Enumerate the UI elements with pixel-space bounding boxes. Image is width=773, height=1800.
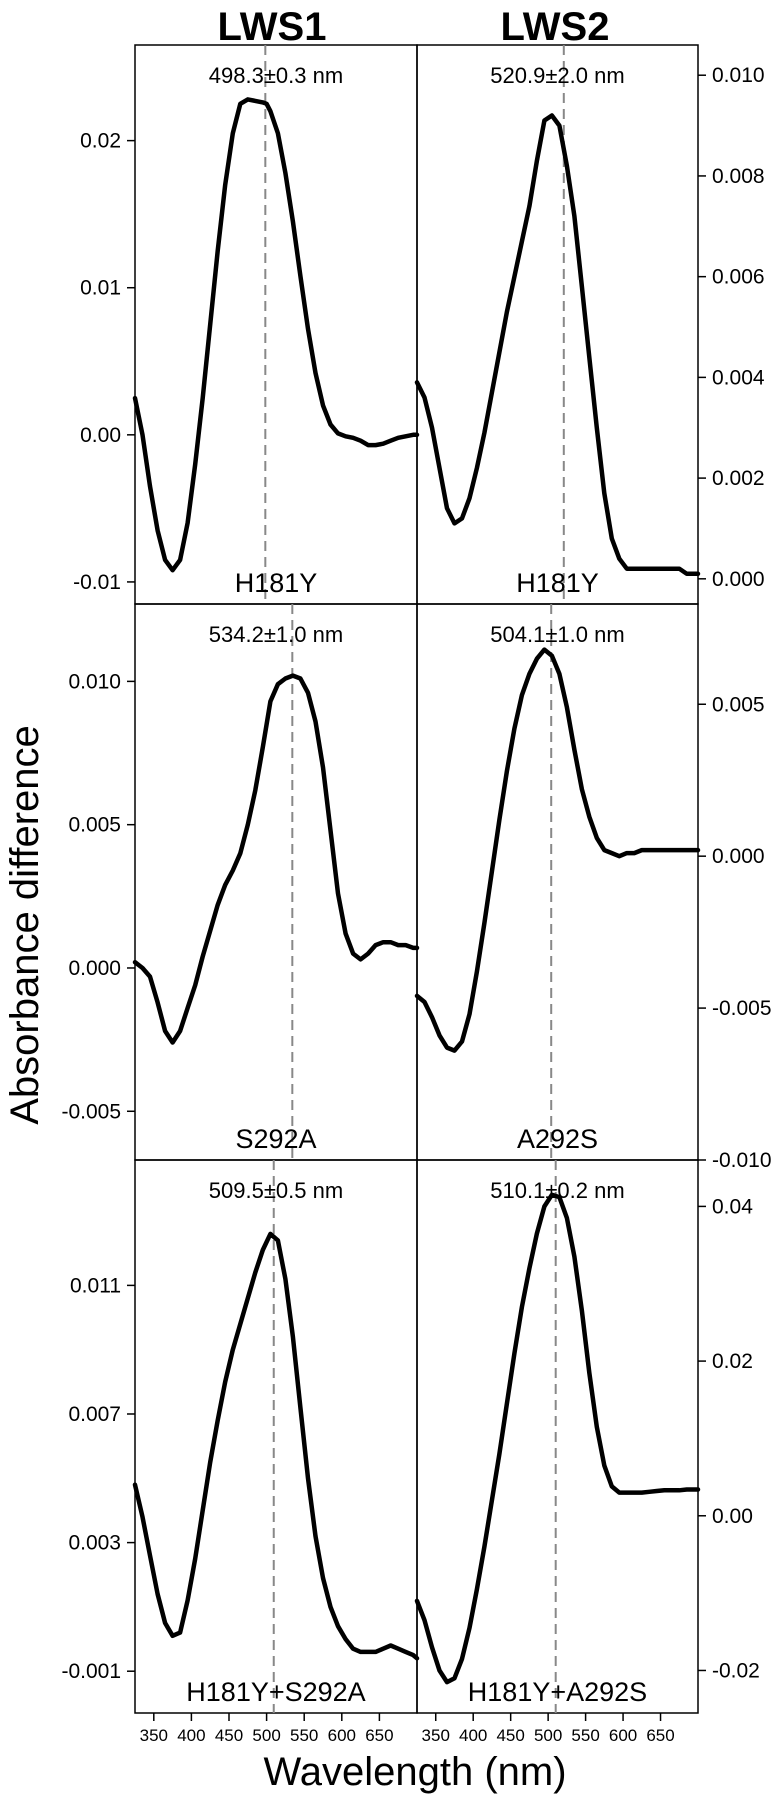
y-tick-label: 0.002 — [712, 467, 765, 490]
x-tick-label: 550 — [571, 1726, 599, 1745]
y-axis-title: Absorbance difference — [3, 725, 47, 1125]
panel-frame — [134, 1159, 418, 1714]
peak-wavelength-label: 520.9±2.0 nm — [490, 63, 624, 88]
x-tick-label: 450 — [496, 1726, 524, 1745]
y-tick-label: 0.007 — [68, 1403, 121, 1426]
y-tick-label: 0.005 — [68, 814, 121, 837]
y-tick-label: 0.00 — [712, 1505, 753, 1528]
y-tick-label: 0.000 — [68, 957, 121, 980]
y-tick-label: -0.005 — [61, 1100, 121, 1123]
y-tick-label: 0.02 — [80, 130, 121, 153]
absorbance-curve — [414, 113, 701, 577]
absorbance-curve — [132, 97, 420, 573]
y-tick-label: 0.004 — [712, 366, 765, 389]
mutant-label: H181Y — [235, 568, 318, 598]
panel-1-0: -0.005 0.000 0.005 0.010 534.2±1.0 nm S292A — [61, 603, 420, 1161]
x-tick-label: 500 — [534, 1726, 562, 1745]
y-tick-label: 0.006 — [712, 266, 765, 289]
y-tick-label: -0.010 — [712, 1149, 772, 1172]
panel-2-0: -0.001 0.003 0.007 0.011 509.5±0.5 nm H181Y+S… — [61, 1159, 420, 1745]
x-tick-label: 400 — [459, 1726, 487, 1745]
mutant-label: S292A — [235, 1124, 316, 1154]
x-axis-title: Wavelength (nm) — [263, 1750, 566, 1794]
y-tick-label: -0.01 — [73, 571, 121, 594]
x-tick-label: 550 — [290, 1726, 318, 1745]
x-tick-label: 350 — [140, 1726, 168, 1745]
mutant-label: H181Y+S292A — [186, 1677, 365, 1707]
panel-0-0: -0.01 0.00 0.01 0.02 498.3±0.3 nm H181Y — [73, 44, 420, 605]
y-tick-label: -0.02 — [712, 1659, 760, 1682]
y-tick-label: 0.011 — [70, 1274, 121, 1297]
x-tick-label: 600 — [609, 1726, 637, 1745]
panel-frame — [416, 603, 699, 1161]
mutant-label: H181Y+A292S — [468, 1677, 647, 1707]
column-title-lws1: LWS1 — [218, 5, 327, 49]
x-tick-label: 600 — [328, 1726, 356, 1745]
absorbance-curve — [414, 647, 701, 1053]
panel-frame — [416, 1159, 699, 1714]
x-tick-label: 650 — [365, 1726, 393, 1745]
x-tick-label: 450 — [215, 1726, 243, 1745]
y-tick-label: 0.000 — [712, 845, 765, 868]
x-tick-label: 350 — [422, 1726, 450, 1745]
x-tick-label: 500 — [252, 1726, 280, 1745]
panel-1-1: -0.010 -0.005 0.000 0.005 504.1±1.0 nm A292S — [414, 603, 772, 1172]
absorbance-curve — [414, 1192, 701, 1685]
absorbance-curve — [132, 1231, 420, 1661]
y-tick-label: 0.02 — [712, 1350, 753, 1373]
y-tick-label: 0.010 — [68, 670, 121, 693]
column-title-lws2: LWS2 — [501, 5, 610, 49]
x-tick-label: 400 — [177, 1726, 205, 1745]
y-tick-label: 0.04 — [712, 1195, 753, 1218]
y-tick-label: 0.003 — [68, 1532, 121, 1555]
y-tick-label: 0.008 — [712, 165, 765, 188]
y-tick-label: 0.01 — [80, 277, 121, 300]
y-tick-label: 0.00 — [80, 424, 121, 447]
panel-0-1: 0.000 0.002 0.004 0.006 0.008 0.010 520.9±2.0 … — [414, 44, 765, 605]
y-tick-label: 0.010 — [712, 64, 765, 87]
peak-wavelength-label: 509.5±0.5 nm — [209, 1178, 343, 1203]
absorbance-curve — [132, 673, 420, 1045]
y-tick-label: -0.001 — [61, 1660, 121, 1683]
y-tick-label: 0.005 — [712, 693, 765, 716]
peak-wavelength-label: 498.3±0.3 nm — [209, 63, 343, 88]
peak-wavelength-label: 510.1±0.2 nm — [490, 1178, 624, 1203]
panel-2-1: -0.02 0.00 0.02 0.04 510.1±0.2 nm H181Y+A292S… — [414, 1159, 760, 1745]
peak-wavelength-label: 534.2±1.0 nm — [209, 622, 343, 647]
mutant-label: A292S — [517, 1124, 598, 1154]
x-tick-label: 650 — [646, 1726, 674, 1745]
y-tick-label: -0.005 — [712, 997, 772, 1020]
peak-wavelength-label: 504.1±1.0 nm — [490, 622, 624, 647]
y-tick-label: 0.000 — [712, 568, 765, 591]
mutant-label: H181Y — [516, 568, 599, 598]
